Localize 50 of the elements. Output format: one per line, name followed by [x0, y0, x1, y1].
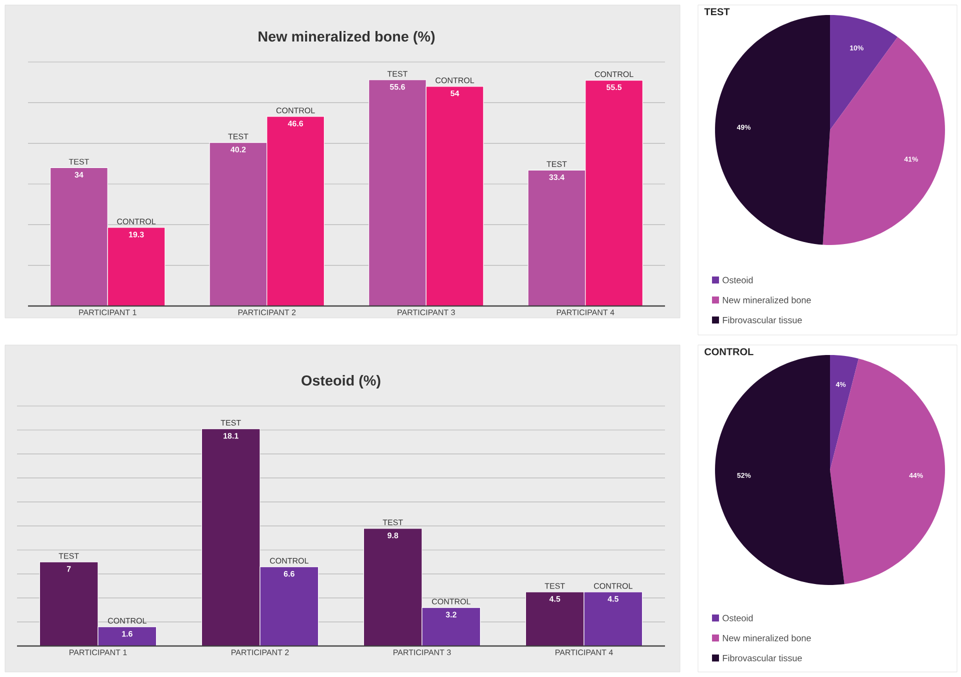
legend-label: Fibrovascular tissue	[722, 654, 802, 662]
data-label: 1.6	[122, 630, 132, 637]
text: CONTROL	[117, 218, 156, 224]
series-label: CONTROL	[108, 618, 146, 624]
x-tick-label: PARTICIPANT 1	[70, 650, 127, 656]
data-label: 9.8	[388, 532, 398, 538]
text: TEST	[382, 520, 403, 526]
chart-title: Osteoid (%)	[302, 375, 380, 388]
data-label: 4.5	[608, 596, 618, 602]
text: CONTROL	[594, 71, 634, 78]
legend-label: New mineralized bone	[722, 634, 811, 642]
data-label: 18.1	[224, 432, 238, 439]
series-label: TEST	[68, 158, 90, 165]
data-label: 40.2	[230, 146, 246, 152]
x-tick-label: PARTICIPANT 3	[394, 650, 451, 656]
series-label: CONTROL	[436, 78, 474, 84]
text: TEST	[546, 161, 567, 167]
data-label: 34	[74, 172, 84, 178]
data-label: 54	[450, 90, 460, 96]
text: TEST	[387, 71, 408, 77]
legend-label: Osteoid	[722, 276, 753, 284]
data-label: 46.6	[288, 120, 304, 126]
data-label: 19.3	[129, 232, 144, 238]
legend-label: Osteoid	[722, 614, 753, 622]
data-label: 55.6	[390, 84, 405, 90]
text: CONTROL	[432, 598, 470, 604]
text: CONTROL	[270, 558, 308, 564]
chart-title: CONTROL	[704, 348, 754, 356]
data-label: 6.6	[284, 570, 294, 577]
legend-label: New mineralized bone	[722, 296, 811, 304]
data-label: 33.4	[549, 174, 564, 180]
data-label: 4.5	[549, 596, 560, 602]
x-tick-label: PARTICIPANT 2	[238, 310, 296, 316]
text: TEST	[220, 420, 241, 426]
text: TEST	[544, 583, 565, 589]
chart-title: TEST	[704, 8, 730, 16]
data-label: 55.5	[606, 84, 622, 90]
x-tick-label: PARTICIPANT 4	[556, 310, 614, 316]
series-label: TEST	[58, 553, 79, 559]
text: TEST	[228, 134, 248, 140]
x-tick-label: PARTICIPANT 1	[79, 310, 136, 316]
text: CONTROL	[276, 108, 315, 114]
data-label: 3.2	[446, 612, 456, 618]
x-tick-label: PARTICIPANT 2	[232, 650, 289, 656]
chart-title: New mineralized bone (%)	[258, 31, 435, 44]
data-label: 7	[66, 566, 71, 572]
text: CONTROL	[594, 583, 632, 589]
legend-label: Fibrovascular tissue	[722, 316, 802, 324]
x-tick-label: PARTICIPANT 3	[398, 310, 455, 316]
x-tick-label: PARTICIPANT 4	[556, 650, 613, 656]
